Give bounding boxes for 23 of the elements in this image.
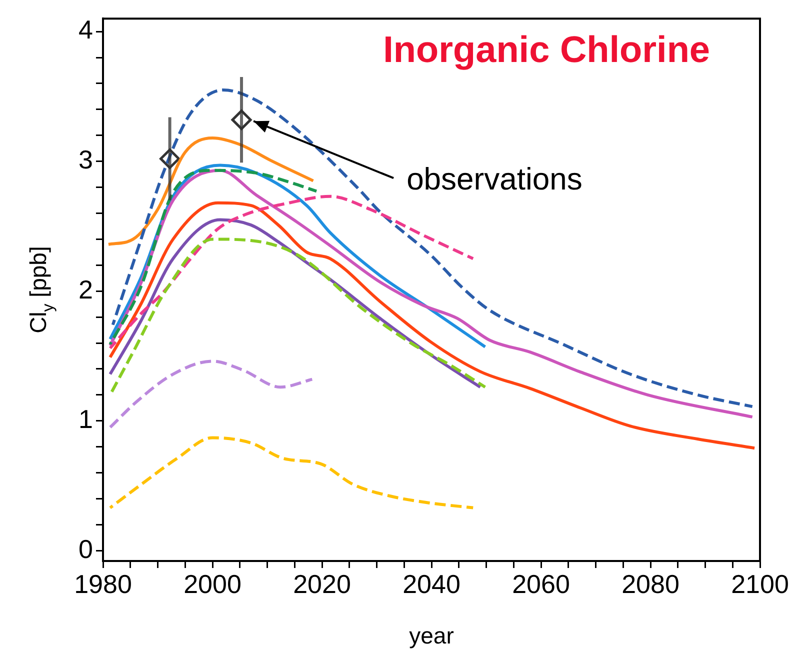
x-tick-label: 1980 (74, 568, 132, 599)
x-tick-label: 2000 (184, 568, 242, 599)
y-axis-title: Cly [ppb] (25, 246, 57, 334)
x-tick-label: 2080 (622, 568, 680, 599)
chart-title: Inorganic Chlorine (383, 28, 710, 70)
line-series (108, 194, 475, 350)
line-series (108, 436, 475, 510)
x-tick-label: 2020 (293, 568, 351, 599)
y-tick-label: 3 (78, 144, 93, 175)
y-tick-label: 2 (78, 274, 93, 304)
line-series (106, 136, 315, 246)
annotation: observations (406, 162, 582, 197)
y-tick-label: 1 (78, 404, 93, 434)
line-series (111, 88, 754, 408)
x-tick-label: 2100 (731, 568, 789, 599)
x-tick-label: 2060 (512, 568, 570, 599)
line-series (108, 360, 314, 429)
y-tick-label: 0 (78, 534, 93, 564)
line-series (108, 168, 318, 346)
x-tick-label: 2040 (402, 568, 460, 599)
y-tick-label: 4 (78, 14, 93, 45)
x-axis-title: year (409, 622, 454, 649)
line-series (108, 201, 756, 450)
